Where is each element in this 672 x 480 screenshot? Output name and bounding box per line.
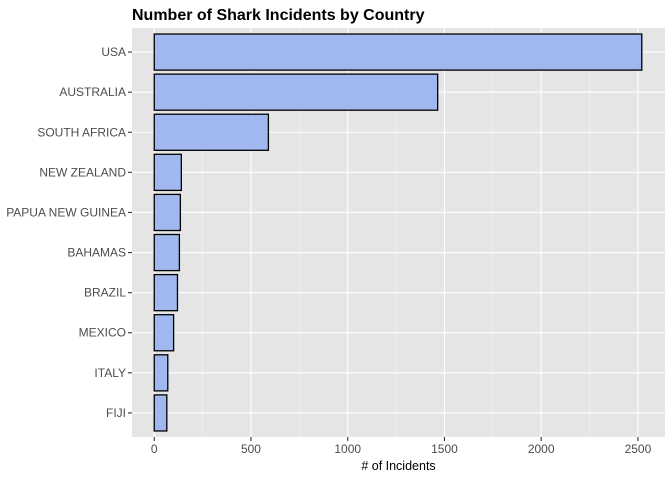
- y-tick-label: AUSTRALIA: [59, 85, 126, 99]
- x-tick-label: 1000: [334, 442, 361, 456]
- y-tick-label: PAPUA NEW GUINEA: [6, 205, 126, 219]
- bar-bahamas: [153, 233, 181, 272]
- bar-fiji: [153, 394, 168, 432]
- y-axis: USA AUSTRALIA SOUTH AFRICA NEW ZEALAND PAPUA…: [6, 45, 132, 420]
- bar-papua-new-guinea: [153, 193, 182, 232]
- x-tick-label: 0: [151, 442, 158, 456]
- y-tick-label: ITALY: [94, 366, 126, 380]
- x-tick-label: 500: [241, 442, 261, 456]
- bar-brazil: [153, 273, 179, 312]
- y-tick-label: MEXICO: [79, 326, 126, 340]
- y-tick-label: SOUTH AFRICA: [37, 125, 126, 139]
- bar-usa: [153, 33, 643, 71]
- x-tick-label: 1500: [431, 442, 458, 456]
- chart-title: Number of Shark Incidents by Country: [132, 7, 425, 24]
- bar-australia: [153, 73, 439, 111]
- y-tick-label: NEW ZEALAND: [39, 165, 126, 179]
- y-tick-label: FIJI: [106, 406, 126, 420]
- bars: [153, 33, 643, 432]
- bar-mexico: [153, 314, 175, 352]
- y-tick-label: BRAZIL: [84, 286, 126, 300]
- bar-italy: [153, 354, 169, 392]
- y-tick-label: USA: [101, 45, 126, 59]
- x-axis: 0 500 1000 1500 2000 2500: [151, 437, 652, 456]
- x-tick-label: 2000: [528, 442, 555, 456]
- y-tick-label: BAHAMAS: [67, 246, 126, 260]
- x-tick-label: 2500: [625, 442, 652, 456]
- bar-south-africa: [153, 113, 270, 151]
- bar-new-zealand: [153, 153, 182, 192]
- x-axis-title: # of Incidents: [361, 459, 435, 473]
